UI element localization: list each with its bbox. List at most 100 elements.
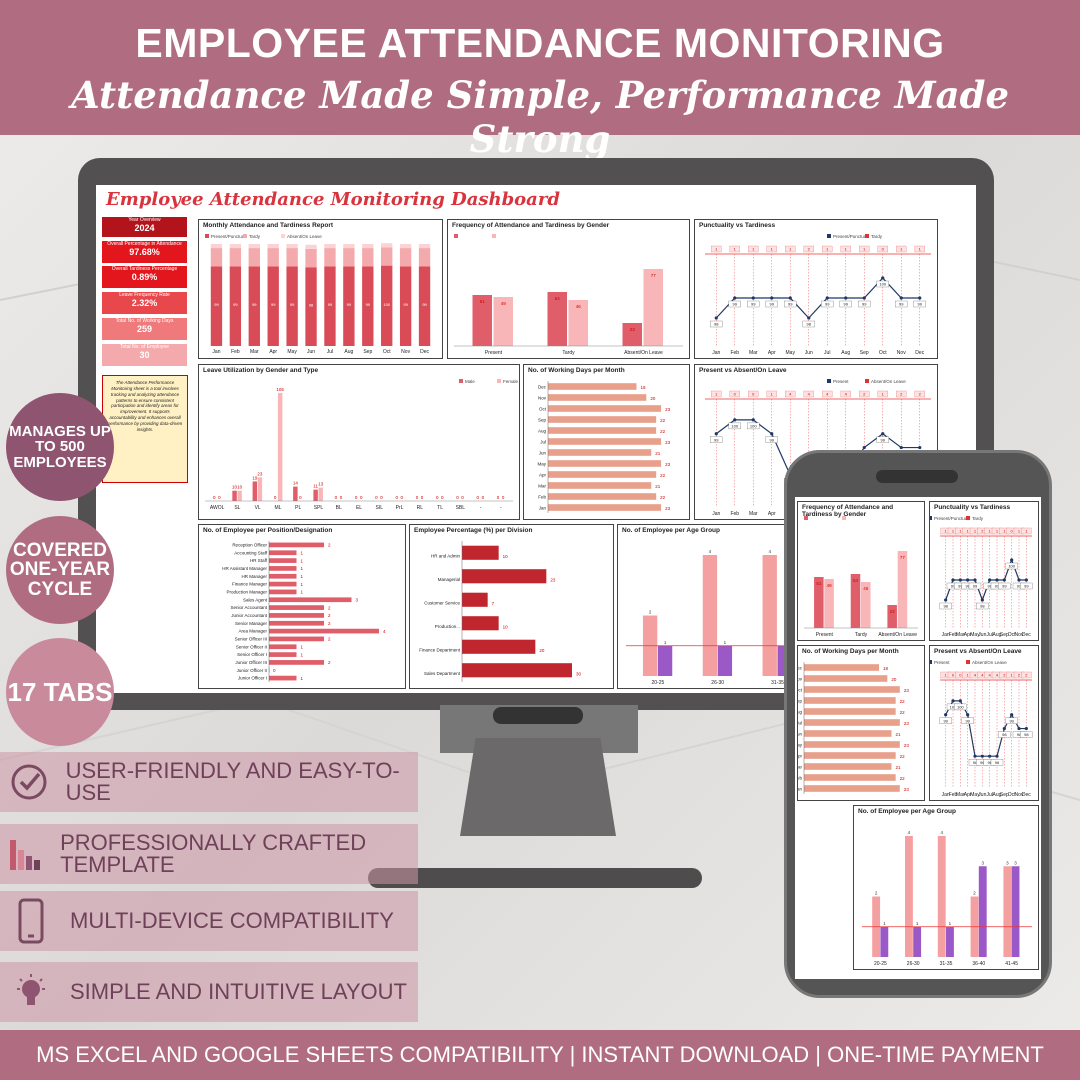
tick-label: May	[970, 792, 980, 798]
label-box	[876, 436, 889, 443]
label-box	[821, 300, 834, 308]
tick-label: May	[287, 349, 297, 355]
data-point	[966, 578, 970, 582]
tick-label: Jul	[986, 632, 992, 638]
label-box	[839, 300, 852, 308]
bar	[548, 482, 652, 489]
bar	[269, 628, 379, 634]
data-label: 13	[318, 482, 324, 487]
tick-label: Oct	[383, 349, 391, 355]
tick-label: Apr	[768, 350, 776, 356]
tick-label: Oct	[1008, 792, 1016, 798]
tardy-marker	[729, 390, 740, 398]
data-label: 10	[232, 485, 238, 490]
tick-label: Jul	[824, 350, 830, 356]
data-label: 49	[501, 301, 507, 306]
bar-absent-on-leave	[362, 244, 374, 249]
tick-label: SBL	[456, 505, 466, 511]
chart-title: No. of Employee per Age Group	[622, 527, 720, 534]
tick-label: Jan	[712, 350, 720, 356]
tick-label: Aug	[798, 710, 802, 715]
checkmark-icon	[0, 762, 58, 802]
tick-label: Apr	[964, 792, 972, 798]
data-label: 1	[771, 392, 774, 397]
data-label: 98	[309, 303, 314, 308]
tick-label: Nov	[798, 677, 803, 682]
bar	[804, 752, 896, 759]
label-box	[939, 717, 952, 724]
bar	[804, 675, 888, 682]
data-point	[958, 578, 962, 582]
data-point	[1017, 726, 1021, 731]
data-label: 1	[301, 590, 304, 595]
phone-speaker	[876, 470, 958, 483]
data-point	[770, 432, 774, 436]
tick-label: Feb	[798, 776, 802, 781]
kpi-label: Total No. of Working Days	[115, 318, 174, 324]
tick-label: Feb	[730, 511, 739, 517]
bar-absent-on-leave	[343, 244, 355, 249]
bar-female	[568, 300, 588, 346]
legend-swatch	[281, 234, 285, 238]
tick-label: Mar	[749, 511, 758, 517]
tick-label: Jan	[212, 349, 220, 355]
data-label: 3	[1014, 860, 1017, 865]
tick-label: HR Staff	[250, 558, 268, 563]
bar-female	[257, 477, 263, 501]
data-label: 4	[981, 673, 984, 678]
badge-cycle: COVERED ONE-YEAR CYCLE	[6, 516, 114, 624]
data-label: 100	[383, 302, 390, 307]
chart-canvas: 51 49 Present 54 46 Tardy 23 77 Absent/On Leave	[454, 234, 683, 356]
tardy-marker	[822, 245, 833, 253]
tick-label: EL	[356, 505, 362, 511]
tick-label: 41-45	[1005, 961, 1018, 967]
bar	[548, 504, 662, 511]
data-label: 22	[900, 776, 906, 781]
bar-female	[913, 926, 922, 957]
tick-label: Mar	[250, 349, 259, 355]
tardy-marker	[711, 390, 722, 398]
data-label: 99	[995, 584, 1000, 589]
tick-label: Jul	[540, 440, 546, 445]
data-label: 0	[477, 495, 480, 500]
data-label: 2	[1025, 673, 1028, 678]
data-label: 99	[844, 302, 849, 307]
header-banner: EMPLOYEE ATTENDANCE MONITORING Attendanc…	[0, 0, 1080, 161]
tick-label: Jun	[798, 732, 802, 737]
bar-male	[814, 577, 824, 628]
data-label: 1	[919, 247, 922, 252]
feature-label: SIMPLE AND INTUITIVE LAYOUT	[70, 978, 407, 1004]
data-label: 99	[328, 302, 333, 307]
legend-swatch	[497, 379, 501, 383]
point-label-box: 99	[839, 300, 852, 308]
data-label: 1	[916, 921, 919, 926]
data-label: 100	[950, 705, 957, 710]
tick-label: SIL	[376, 505, 384, 511]
phone-gender-panel: Frequency of Attendance and Tardiness by…	[797, 501, 925, 641]
data-label: 105	[276, 387, 284, 392]
bar	[804, 774, 896, 781]
data-label: 96	[987, 760, 992, 765]
bar-present-punctual	[286, 266, 298, 346]
data-label: 99	[881, 437, 886, 442]
data-label: 1	[1011, 673, 1014, 678]
tick-label: Feb	[730, 350, 739, 356]
data-label: 0	[502, 495, 505, 500]
label-box	[710, 320, 723, 328]
data-label: 54	[555, 296, 561, 301]
tick-label: Accounting Staff	[234, 550, 267, 555]
bar-male	[252, 481, 258, 501]
data-label: 23	[904, 787, 910, 792]
legend-swatch	[804, 516, 808, 520]
data-label: 98	[1017, 732, 1022, 737]
data-label: 22	[660, 473, 666, 478]
data-label: 2	[328, 543, 331, 548]
data-label: 21	[655, 484, 661, 489]
tick-label: Sep	[860, 350, 869, 356]
bar	[269, 542, 324, 548]
bar-female	[946, 926, 954, 957]
data-point	[958, 699, 962, 703]
data-label: 100	[750, 424, 757, 429]
point-label-box: 99	[968, 582, 982, 590]
